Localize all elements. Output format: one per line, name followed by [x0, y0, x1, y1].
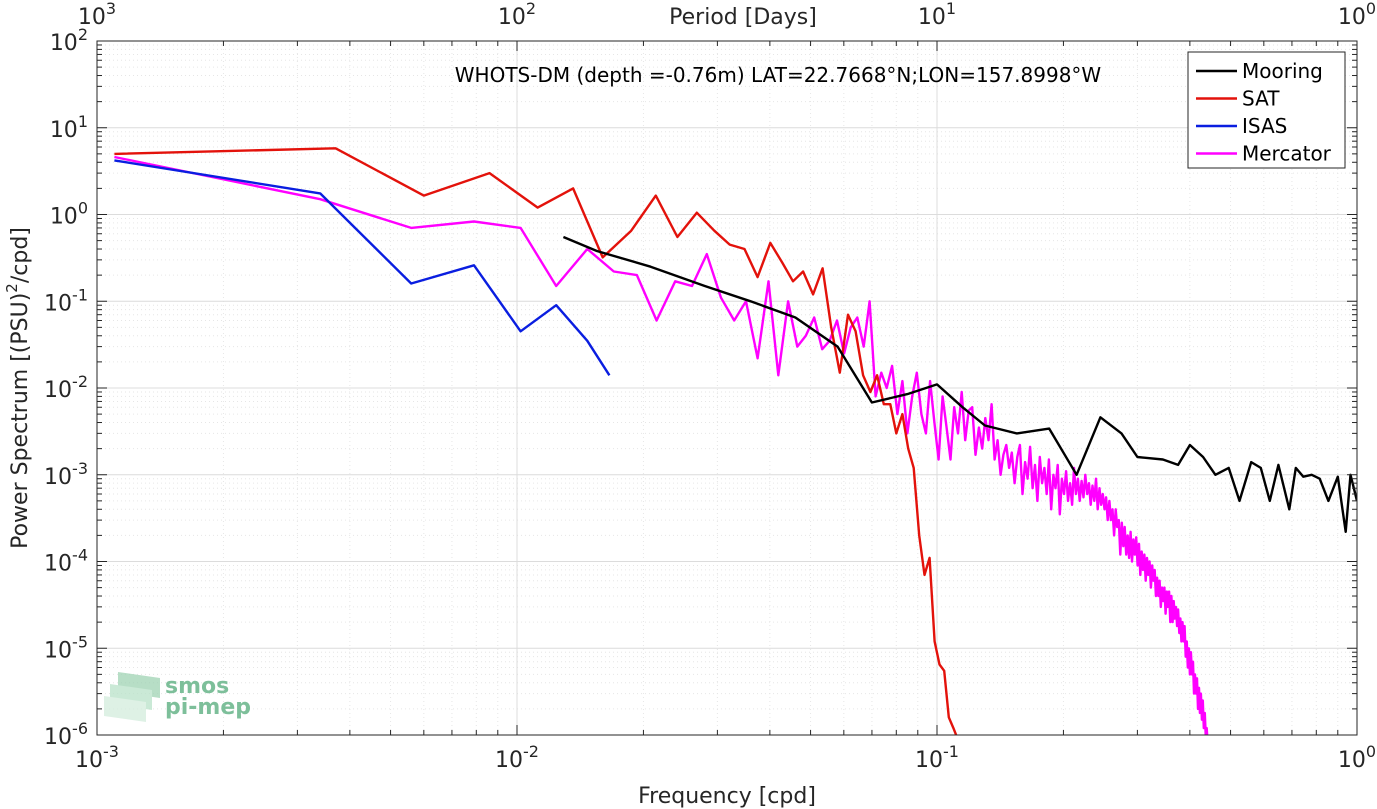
legend-label-isas: ISAS: [1242, 114, 1287, 138]
top-axis-label: Period [Days]: [669, 5, 817, 30]
x-tick-label: 100: [1338, 742, 1376, 773]
series-line-mercator: [114, 155, 1209, 735]
y-tick-exponent: -6: [72, 719, 88, 738]
plot-annotation: WHOTS-DM (depth =-0.76m) LAT=22.7668°N;L…: [455, 63, 1102, 87]
top-tick-label: 103: [78, 0, 116, 30]
top-tick-base: 10: [1338, 5, 1366, 30]
y-axis-label: Power Spectrum [(PSU)2/cpd]: [3, 227, 33, 549]
top-tick-label: 102: [498, 0, 536, 30]
top-tick-exponent: 3: [106, 0, 116, 18]
x-tick-exponent: -1: [943, 742, 959, 761]
top-tick-base: 10: [78, 5, 106, 30]
x-tick-exponent: 0: [1366, 742, 1376, 761]
x-tick-base: 10: [1338, 748, 1366, 773]
x-tick-exponent: -3: [103, 742, 119, 761]
legend: Mooring SAT ISAS Mercator: [1187, 51, 1346, 169]
x-tick-label: 10-1: [915, 742, 959, 773]
y-tick-base: 10: [50, 118, 78, 143]
y-tick-base: 10: [44, 378, 72, 403]
y-tick-exponent: -3: [72, 459, 88, 478]
y-tick-base: 10: [44, 465, 72, 490]
y-tick-label: 10-2: [44, 372, 88, 403]
y-tick-base: 10: [50, 31, 78, 56]
y-tick-label: 101: [50, 112, 88, 143]
y-tick-base: 10: [50, 205, 78, 230]
x-tick-base: 10: [495, 748, 523, 773]
y-tick-exponent: 1: [78, 112, 88, 131]
x-tick-label: 10-3: [75, 742, 119, 773]
legend-label-mooring: Mooring: [1242, 59, 1323, 83]
top-tick-label: 101: [918, 0, 956, 30]
y-tick-label: 10-1: [44, 285, 88, 316]
y-tick-label: 10-6: [44, 719, 88, 750]
logo-text-smos: smos: [165, 674, 229, 699]
logo-text-pi-mep: pi-mep: [165, 695, 251, 720]
y-tick-label: 10-3: [44, 459, 88, 490]
series-line-sat: [114, 147, 958, 735]
legend-items: Mooring SAT ISAS Mercator: [1196, 59, 1332, 166]
series-layer: [114, 147, 1357, 735]
top-tick-base: 10: [918, 5, 946, 30]
legend-label-sat: SAT: [1242, 87, 1280, 111]
y-tick-exponent: -2: [72, 372, 88, 391]
y-tick-exponent: -4: [72, 546, 88, 565]
tick-marks: [96, 40, 1358, 736]
y-axis-label-superscript: 2: [3, 283, 21, 293]
y-tick-base: 10: [44, 725, 72, 750]
legend-label-mercator: Mercator: [1242, 142, 1332, 166]
y-axis-label-unit: /cpd]: [8, 227, 33, 283]
x-tick-base: 10: [75, 748, 103, 773]
y-tick-label: 10-4: [44, 546, 88, 577]
series-line-mooring: [562, 235, 1357, 533]
y-tick-exponent: 2: [78, 25, 88, 44]
logo-wave-icon: [104, 672, 160, 722]
top-tick-label: 100: [1338, 0, 1376, 30]
top-tick-base: 10: [498, 5, 526, 30]
top-tick-exponent: 0: [1366, 0, 1376, 18]
y-tick-base: 10: [44, 552, 72, 577]
y-tick-exponent: 0: [78, 199, 88, 218]
x-axis-label: Frequency [cpd]: [638, 784, 816, 809]
y-tick-exponent: -1: [72, 285, 88, 304]
y-tick-label: 100: [50, 199, 88, 230]
smos-pi-mep-logo: smos pi-mep: [104, 672, 251, 722]
x-tick-base: 10: [915, 748, 943, 773]
y-tick-base: 10: [44, 291, 72, 316]
top-tick-exponent: 1: [946, 0, 956, 18]
y-tick-exponent: -5: [72, 632, 88, 651]
y-tick-base: 10: [44, 638, 72, 663]
x-tick-exponent: -2: [523, 742, 539, 761]
y-tick-label: 102: [50, 25, 88, 56]
top-tick-exponent: 2: [526, 0, 536, 18]
y-axis-label-text: Power Spectrum [(PSU): [8, 293, 33, 549]
x-tick-label: 10-2: [495, 742, 539, 773]
y-tick-label: 10-5: [44, 632, 88, 663]
series-line-isas: [114, 159, 611, 376]
